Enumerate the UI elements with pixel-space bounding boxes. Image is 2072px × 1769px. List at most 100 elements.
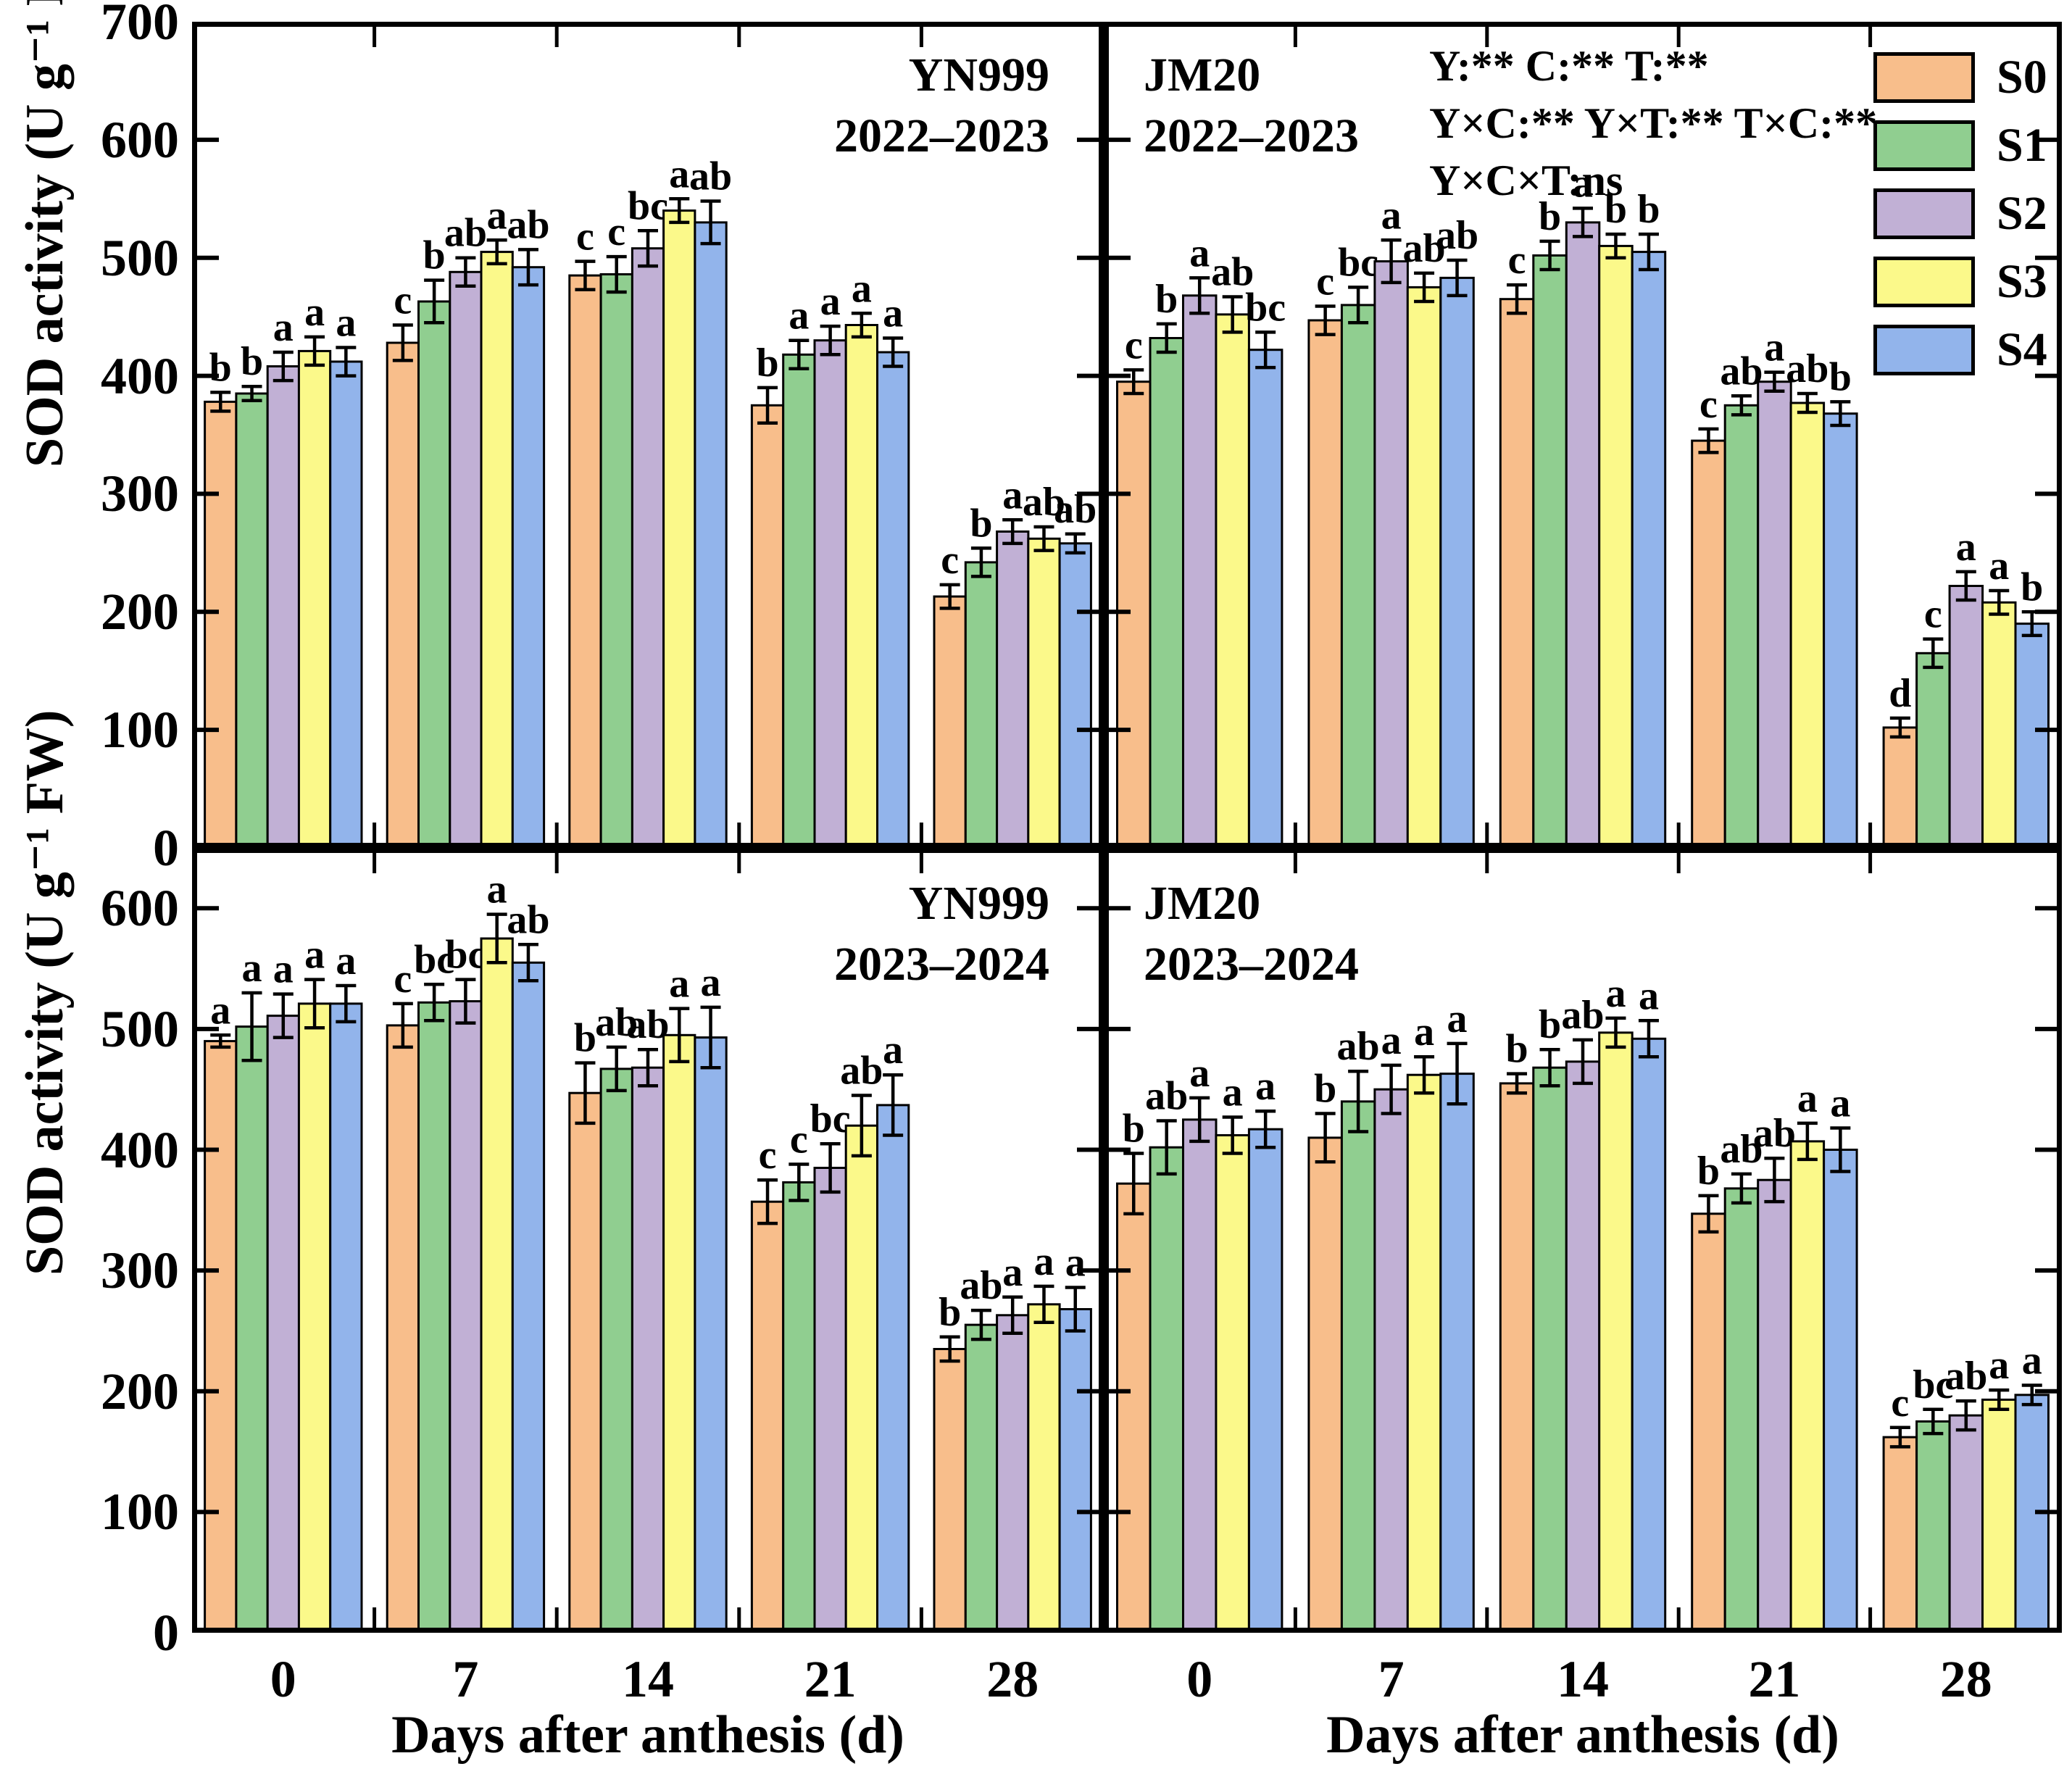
significance-letter: a (1764, 325, 1784, 370)
significance-letter: bc (1913, 1362, 1953, 1407)
legend-swatch-s3 (1873, 257, 1975, 307)
significance-letter: a (304, 933, 325, 978)
y-tick-label-0: 0 (153, 1604, 179, 1662)
significance-letter: a (1797, 1076, 1818, 1121)
significance-letter: ab (626, 1002, 669, 1047)
significance-letter: ab (444, 211, 487, 256)
significance-letter: c (1699, 382, 1718, 427)
significance-letter: b (970, 501, 992, 546)
panel-title-line: 2022–2023 (1144, 109, 1359, 163)
significance-letter: b (574, 1016, 596, 1061)
bar-S3-day21 (1789, 401, 1826, 847)
panel-title-line: 2023–2024 (1144, 938, 1359, 991)
x-tick-label-14: 14 (622, 1650, 674, 1708)
legend-label-s2: S2 (1997, 187, 2047, 240)
bar-S0-day14 (1499, 298, 1535, 847)
bar-S4-day14 (1631, 1037, 1667, 1632)
significance-letter: ab (1145, 1074, 1188, 1119)
bar-S4-day7 (1439, 276, 1475, 847)
significance-letter: b (1123, 1107, 1145, 1152)
significance-letter: bc (1338, 240, 1378, 285)
significance-letter: b (241, 339, 263, 384)
bar-S3-day0 (1215, 1134, 1250, 1632)
y-tick-label-300: 300 (101, 465, 179, 523)
bar-S2-day28 (996, 1314, 1030, 1632)
significance-letter: a (701, 960, 721, 1005)
y-tick-label-400: 400 (101, 1120, 179, 1179)
bar-S1-day0 (235, 1025, 269, 1632)
bar-S1-day21 (782, 1181, 816, 1632)
significance-letter: bc (445, 933, 486, 978)
bar-S1-day7 (1340, 304, 1376, 847)
bar-S1-day21 (782, 353, 816, 847)
bar-S2-day0 (266, 1015, 300, 1632)
significance-letter: a (820, 279, 841, 324)
significance-letter: a (789, 294, 809, 338)
bar-S3-day28 (1027, 1303, 1061, 1632)
y-tick-label-0: 0 (153, 819, 179, 877)
bar-S1-day0 (1149, 337, 1184, 847)
significance-letter: a (1033, 1239, 1054, 1284)
bar-S4-day28 (1058, 542, 1092, 847)
significance-letter: a (1956, 525, 1976, 570)
bar-S4-day28 (1058, 1308, 1092, 1632)
significance-letter: c (1891, 1381, 1909, 1425)
bar-S1-day21 (1723, 1187, 1760, 1632)
bar-S2-day14 (1565, 1060, 1601, 1632)
panel-title-line: JM20 (1144, 49, 1261, 101)
bar-S2-day0 (1182, 294, 1218, 847)
panel-title-jm20-2023-2024: JM20 2023–2024 (1144, 873, 1359, 996)
y-tick-label-500: 500 (101, 999, 179, 1058)
bar-S4-day0 (1247, 349, 1283, 847)
bar-S0-day0 (204, 400, 238, 847)
bar-S3-day7 (1406, 286, 1442, 847)
y-tick-label-200: 200 (101, 1362, 179, 1420)
bar-S4-day21 (876, 351, 910, 847)
legend-entry-s1: S1 (1873, 120, 2047, 171)
bar-S1-day28 (964, 561, 999, 847)
bar-S4-day14 (694, 221, 728, 847)
significance-letter: b (756, 341, 778, 386)
significance-letter: b (1539, 194, 1561, 239)
panel-frame (1104, 22, 2062, 848)
bar-S4-day21 (1823, 1149, 1858, 1632)
bar-S0-day14 (568, 274, 602, 847)
significance-letter: c (941, 538, 959, 583)
legend: S0 S1 S2 S3 S4 (1873, 52, 2047, 393)
significance-letter: b (1637, 187, 1660, 232)
bar-S1-day0 (1149, 1146, 1184, 1632)
significance-letter: a (1573, 161, 1593, 206)
significance-letter: a (487, 867, 507, 912)
significance-letter: c (394, 278, 412, 323)
x-axis-label-left: Days after anthesis (d) (391, 1705, 904, 1765)
panel-title-line: JM20 (1144, 877, 1261, 930)
significance-letter: bc (1245, 285, 1286, 330)
significance-letter: a (210, 988, 230, 1033)
significance-letter: c (759, 1133, 777, 1178)
bar-S1-day7 (1340, 1100, 1376, 1632)
bar-S2-day14 (1565, 221, 1601, 847)
bar-S0-day21 (750, 1200, 785, 1632)
bar-S3-day0 (297, 349, 332, 847)
significance-letter: ab (689, 154, 732, 199)
bar-S3-day21 (844, 324, 879, 847)
significance-letter: a (1381, 193, 1402, 238)
bar-S4-day7 (1439, 1073, 1475, 1632)
x-tick-label-0: 0 (270, 1650, 296, 1708)
bar-S2-day14 (631, 1066, 665, 1632)
bar-S3-day14 (1598, 1031, 1634, 1632)
bar-S4-day7 (511, 266, 546, 847)
significance-letter: ab (1211, 249, 1254, 294)
bar-S1-day28 (1915, 1420, 1951, 1632)
y-tick-label-300: 300 (101, 1241, 179, 1300)
x-tick-label-21: 21 (804, 1650, 857, 1708)
bar-S0-day21 (750, 404, 785, 847)
bar-S3-day7 (480, 251, 514, 847)
panel-frame (192, 848, 1104, 1633)
significance-letter: c (1924, 592, 1942, 637)
significance-letter: ab (960, 1263, 1002, 1308)
legend-entry-s3: S3 (1873, 257, 2047, 307)
bar-S0-day28 (1882, 1436, 1918, 1632)
significance-letter: a (273, 305, 294, 350)
